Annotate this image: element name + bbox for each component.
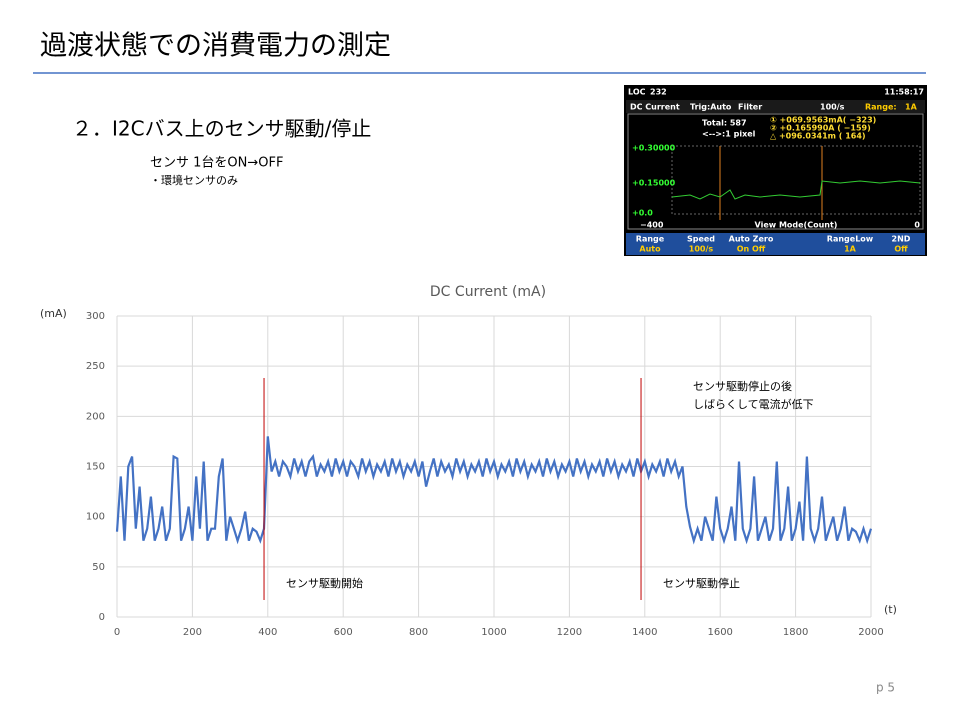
screen-text: Speed [687, 235, 715, 244]
screen-text: +0.30000 [632, 144, 676, 153]
x-tick-label: 1000 [481, 627, 506, 638]
event-label: センサ駆動停止 [663, 576, 740, 590]
y-tick-label: 150 [86, 462, 105, 473]
screen-text: DC Current [630, 103, 680, 112]
screen-text: ② +0.165990A ( −159) [770, 124, 871, 133]
y-tick-label: 250 [86, 361, 105, 372]
section-note: ・環境センサのみ [150, 173, 238, 187]
page-number: p 5 [876, 681, 895, 695]
screen-frame [627, 113, 924, 230]
chart-title: DC Current (mA) [430, 284, 546, 300]
screen-text: 100/s [689, 245, 714, 254]
x-tick-label: 600 [334, 627, 353, 638]
section-heading: ２．I2Cバス上のセンサ駆動/停止 [72, 117, 371, 141]
y-tick-label: 100 [86, 512, 105, 523]
chart-note: しばらくして電流が低下 [693, 397, 814, 411]
x-tick-label: 0 [114, 627, 120, 638]
data-line [115, 436, 873, 545]
event-label: センサ駆動開始 [286, 576, 363, 590]
screen-text: 11:58:17 [884, 88, 924, 97]
screen-text: Off [894, 245, 908, 254]
screen-text: RangeLow [827, 235, 874, 244]
chart-note: センサ駆動停止の後 [693, 379, 792, 393]
screen-text: ① +069.9563mA( −323) [770, 116, 876, 125]
screen-text: Total: 587 [702, 119, 747, 128]
tab-bar [626, 100, 925, 113]
x-tick-label: 1600 [707, 627, 732, 638]
screen-text: 0 [914, 221, 920, 230]
chart: DC Current (mA) (mA) (t) 0 50 100 150 200 250 300… [40, 284, 897, 638]
instrument-screen: LOC 232 11:58:17 DC Current Trig:Auto Filter 1… [624, 85, 927, 256]
screen-text: On Off [737, 245, 766, 254]
screen-text: 2ND [892, 235, 911, 244]
y-tick-label: 200 [86, 411, 105, 422]
x-tick-label: 2000 [858, 627, 883, 638]
screen-text: 100/s [820, 103, 845, 112]
scope-grid [671, 145, 921, 215]
screen-text: 1A [905, 103, 918, 112]
screen-text: Auto Zero [729, 235, 774, 244]
x-tick-label: 1400 [632, 627, 657, 638]
screen-text: 1A [844, 245, 857, 254]
section-detail: センサ 1台をON→OFF [150, 156, 283, 171]
softkey-bar [626, 233, 925, 255]
screen-text: Trig:Auto [690, 103, 732, 112]
screen-text: 232 [650, 88, 667, 97]
y-tick-label: 50 [92, 562, 105, 573]
screen-text: +0.0 [632, 209, 653, 218]
screen-text: △ +096.0341m ( 164) [770, 132, 866, 141]
screen-text: Filter [738, 103, 762, 112]
screen-text: LOC [628, 88, 646, 97]
slide-title: 過渡状態での消費電力の測定 [40, 31, 391, 62]
x-axis-label: (t) [884, 603, 897, 616]
y-axis-label: (mA) [40, 307, 67, 320]
screen-text: Range [636, 235, 665, 244]
x-tick-label: 400 [258, 627, 277, 638]
screen-text: Range: [865, 103, 897, 112]
x-tick-label: 800 [409, 627, 428, 638]
scope-trace [671, 180, 921, 200]
x-tick-label: 1800 [783, 627, 808, 638]
screen-text: −400 [640, 221, 664, 230]
y-tick-label: 300 [86, 311, 105, 322]
screen-text: View Mode(Count) [755, 221, 838, 230]
screen-text: +0.15000 [632, 179, 676, 188]
screen-text: Auto [639, 245, 661, 254]
screen-text: <-->:1 pixel [702, 130, 756, 139]
y-tick-label: 0 [99, 612, 105, 623]
x-tick-label: 1200 [557, 627, 582, 638]
x-tick-label: 200 [183, 627, 202, 638]
